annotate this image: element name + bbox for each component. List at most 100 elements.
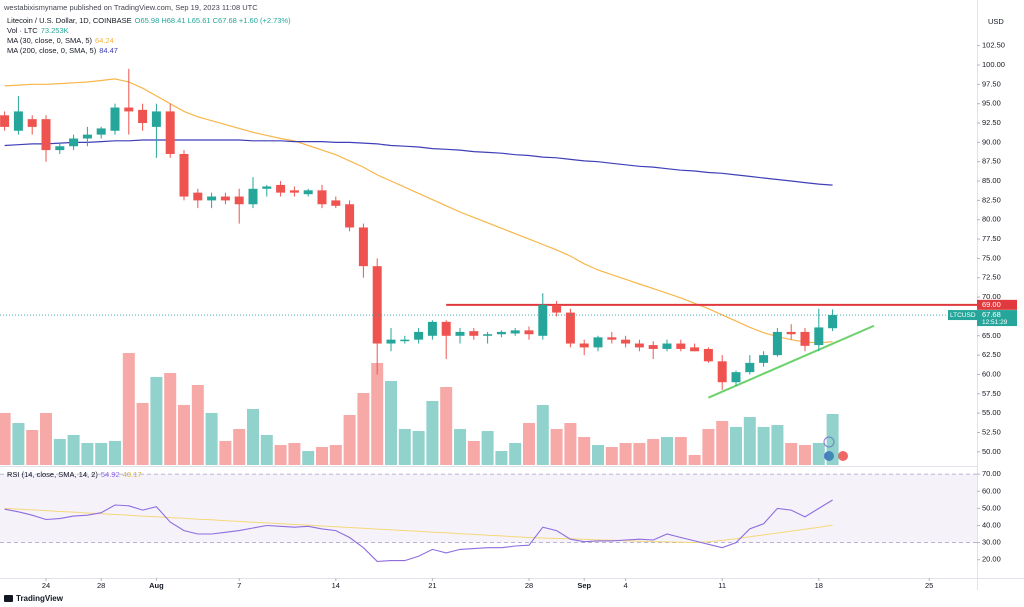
- volume-bar: [467, 440, 480, 465]
- volume-bar: [481, 431, 494, 465]
- y-tick-label: 60.00: [982, 369, 1001, 378]
- legend-value: 84.47: [99, 46, 118, 55]
- watermark: westabixismyname published on TradingVie…: [3, 3, 258, 12]
- volume-bar: [233, 428, 246, 465]
- volume-bar: [799, 445, 811, 465]
- volume-bar: [274, 445, 287, 465]
- brand: TradingView: [16, 594, 64, 603]
- brand-logo: [4, 595, 13, 602]
- x-tick-label: 24: [42, 581, 50, 590]
- candle-body: [786, 331, 796, 335]
- moving-average: [4, 78, 833, 344]
- volume-bar: [191, 384, 204, 465]
- candle-body: [289, 190, 299, 193]
- x-tick-label: 21: [428, 581, 436, 590]
- volume-bar: [605, 447, 618, 465]
- volume-bar: [592, 445, 604, 465]
- volume-bar: [26, 429, 39, 465]
- x-tick-label: 18: [815, 581, 823, 590]
- legend-name: RSI (14, close, SMA, 14, 2): [7, 470, 98, 479]
- y-tick-label: 72.50: [982, 273, 1001, 282]
- volume-bar: [826, 413, 839, 465]
- candle-body: [648, 345, 658, 349]
- volume-bar: [619, 442, 632, 465]
- x-tick-label: 7: [237, 581, 241, 590]
- y-tick-label: 57.50: [982, 389, 1001, 398]
- candle-body: [427, 321, 437, 336]
- volume-bar: [12, 423, 25, 465]
- volume-bar: [495, 451, 508, 465]
- candle-body: [317, 190, 327, 205]
- candle-body: [234, 196, 244, 205]
- y-tick-label: 82.50: [982, 195, 1001, 204]
- candle-body: [800, 331, 810, 346]
- volume-bar: [219, 440, 232, 465]
- candle-body: [303, 190, 313, 195]
- volume-bar: [757, 426, 770, 465]
- candle-body: [124, 107, 134, 112]
- y-tick-label: 80.00: [982, 215, 1001, 224]
- candle-body: [220, 196, 230, 201]
- volume-bar: [329, 445, 342, 465]
- volume-bar: [523, 423, 535, 465]
- candle-body: [207, 196, 217, 201]
- volume-bar: [247, 409, 259, 465]
- volume-bar: [95, 442, 108, 465]
- y-tick-label: 100.00: [982, 60, 1005, 69]
- legend-row: Vol · LTC 73.253K: [7, 26, 69, 35]
- candle-body: [179, 153, 189, 197]
- candle-body: [538, 304, 548, 336]
- volume-bar: [0, 412, 11, 465]
- y-tick-label: 65.00: [982, 331, 1001, 340]
- candle-body: [372, 266, 382, 344]
- candle-body: [469, 331, 479, 336]
- candle-body: [565, 312, 575, 344]
- candle-body: [358, 227, 368, 267]
- volume-bar: [771, 425, 784, 465]
- candle-body: [717, 361, 727, 383]
- x-tick-label: 28: [525, 581, 533, 590]
- candle-body: [331, 200, 341, 206]
- candle-body: [607, 337, 617, 340]
- volume-bar: [536, 404, 549, 465]
- volume-bar: [81, 442, 94, 465]
- symbol-tag: [948, 310, 977, 321]
- y-tick-label: 102.50: [982, 41, 1005, 50]
- volume-bar: [136, 403, 149, 465]
- candle-body: [55, 146, 65, 151]
- level-tag: [977, 299, 1017, 310]
- y-tick-label: 70.00: [982, 292, 1001, 301]
- volume-bar: [426, 400, 439, 465]
- candle-body: [552, 304, 562, 313]
- volume-bar: [688, 454, 701, 465]
- x-tick-label: Aug: [149, 581, 164, 590]
- volume-bar: [357, 392, 370, 465]
- candle-body: [441, 321, 451, 336]
- y-tick-label: 95.00: [982, 99, 1001, 108]
- candle-body: [69, 138, 79, 147]
- y-tick-label: 77.50: [982, 234, 1001, 243]
- y-tick-label: 40.00: [982, 520, 1001, 529]
- candle-body: [510, 330, 520, 334]
- y-tick-label: 60.00: [982, 486, 1001, 495]
- volume-bar: [812, 442, 825, 465]
- y-tick-label: 30.00: [982, 538, 1001, 547]
- countdown: 12:51:29: [982, 319, 1008, 326]
- candle-body: [110, 107, 120, 131]
- candle-body: [193, 192, 203, 201]
- legend-row: MA (30, close, 0, SMA, 5) 64.24: [7, 36, 114, 45]
- legend-name: MA (30, close, 0, SMA, 5): [7, 36, 93, 45]
- x-tick-label: 28: [97, 581, 105, 590]
- volume-bar: [178, 404, 190, 465]
- volume-bar: [661, 437, 673, 465]
- currency: USD: [988, 17, 1004, 26]
- legend-name: Vol · LTC: [7, 26, 38, 35]
- y-tick-label: 75.00: [982, 253, 1001, 262]
- candle-body: [731, 372, 741, 383]
- level-label: 69.00: [982, 300, 1001, 309]
- y-tick-label: 52.50: [982, 427, 1001, 436]
- last-price-label: 67.68: [982, 310, 1001, 319]
- y-tick-label: 20.00: [982, 555, 1001, 564]
